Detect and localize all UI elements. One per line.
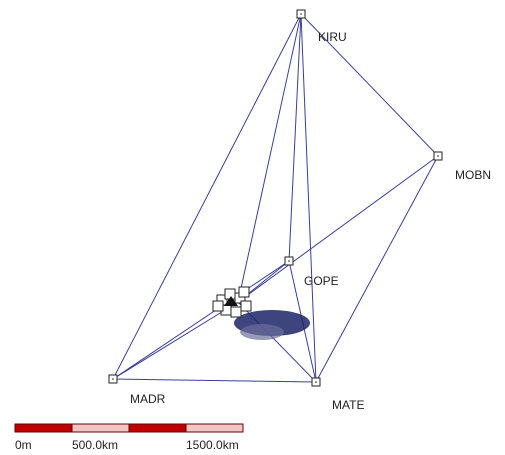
scale-segment (185, 423, 244, 433)
station-marker (230, 306, 242, 318)
station-marker (224, 296, 238, 306)
station-dot (300, 13, 302, 15)
station-label: GOPE (304, 274, 339, 288)
station-label: KIRU (318, 30, 347, 44)
baseline (112, 301, 239, 380)
baseline (112, 260, 290, 380)
station-dot (437, 155, 439, 157)
baseline (315, 155, 439, 383)
station-cluster (212, 286, 310, 340)
baseline (237, 155, 439, 303)
station-dot (112, 378, 114, 380)
scale-segment (14, 423, 73, 433)
station-dot (315, 381, 317, 383)
baseline (237, 13, 302, 303)
baseline (300, 13, 439, 157)
scale-label: 1500.0km (186, 438, 239, 452)
dense-labels (240, 324, 284, 340)
baseline (112, 13, 302, 380)
baseline (112, 378, 317, 383)
baseline (300, 13, 317, 383)
scale-label: 0m (15, 438, 32, 452)
station-label: MADR (130, 392, 166, 406)
station-dot (288, 260, 290, 262)
station-marker (240, 300, 252, 312)
scale-segment (128, 423, 187, 433)
baseline (288, 13, 302, 262)
scale-bar: 0m 500.0km 1500.0km (14, 423, 244, 452)
scale-label: 500.0km (72, 438, 118, 452)
station-label: MATE (332, 398, 364, 412)
station-marker (238, 286, 250, 298)
stations: KIRU MOBN GOPE MADR MATE (108, 9, 491, 412)
scale-segment (71, 423, 130, 433)
station-label: MOBN (455, 168, 491, 182)
station-marker (212, 300, 224, 312)
